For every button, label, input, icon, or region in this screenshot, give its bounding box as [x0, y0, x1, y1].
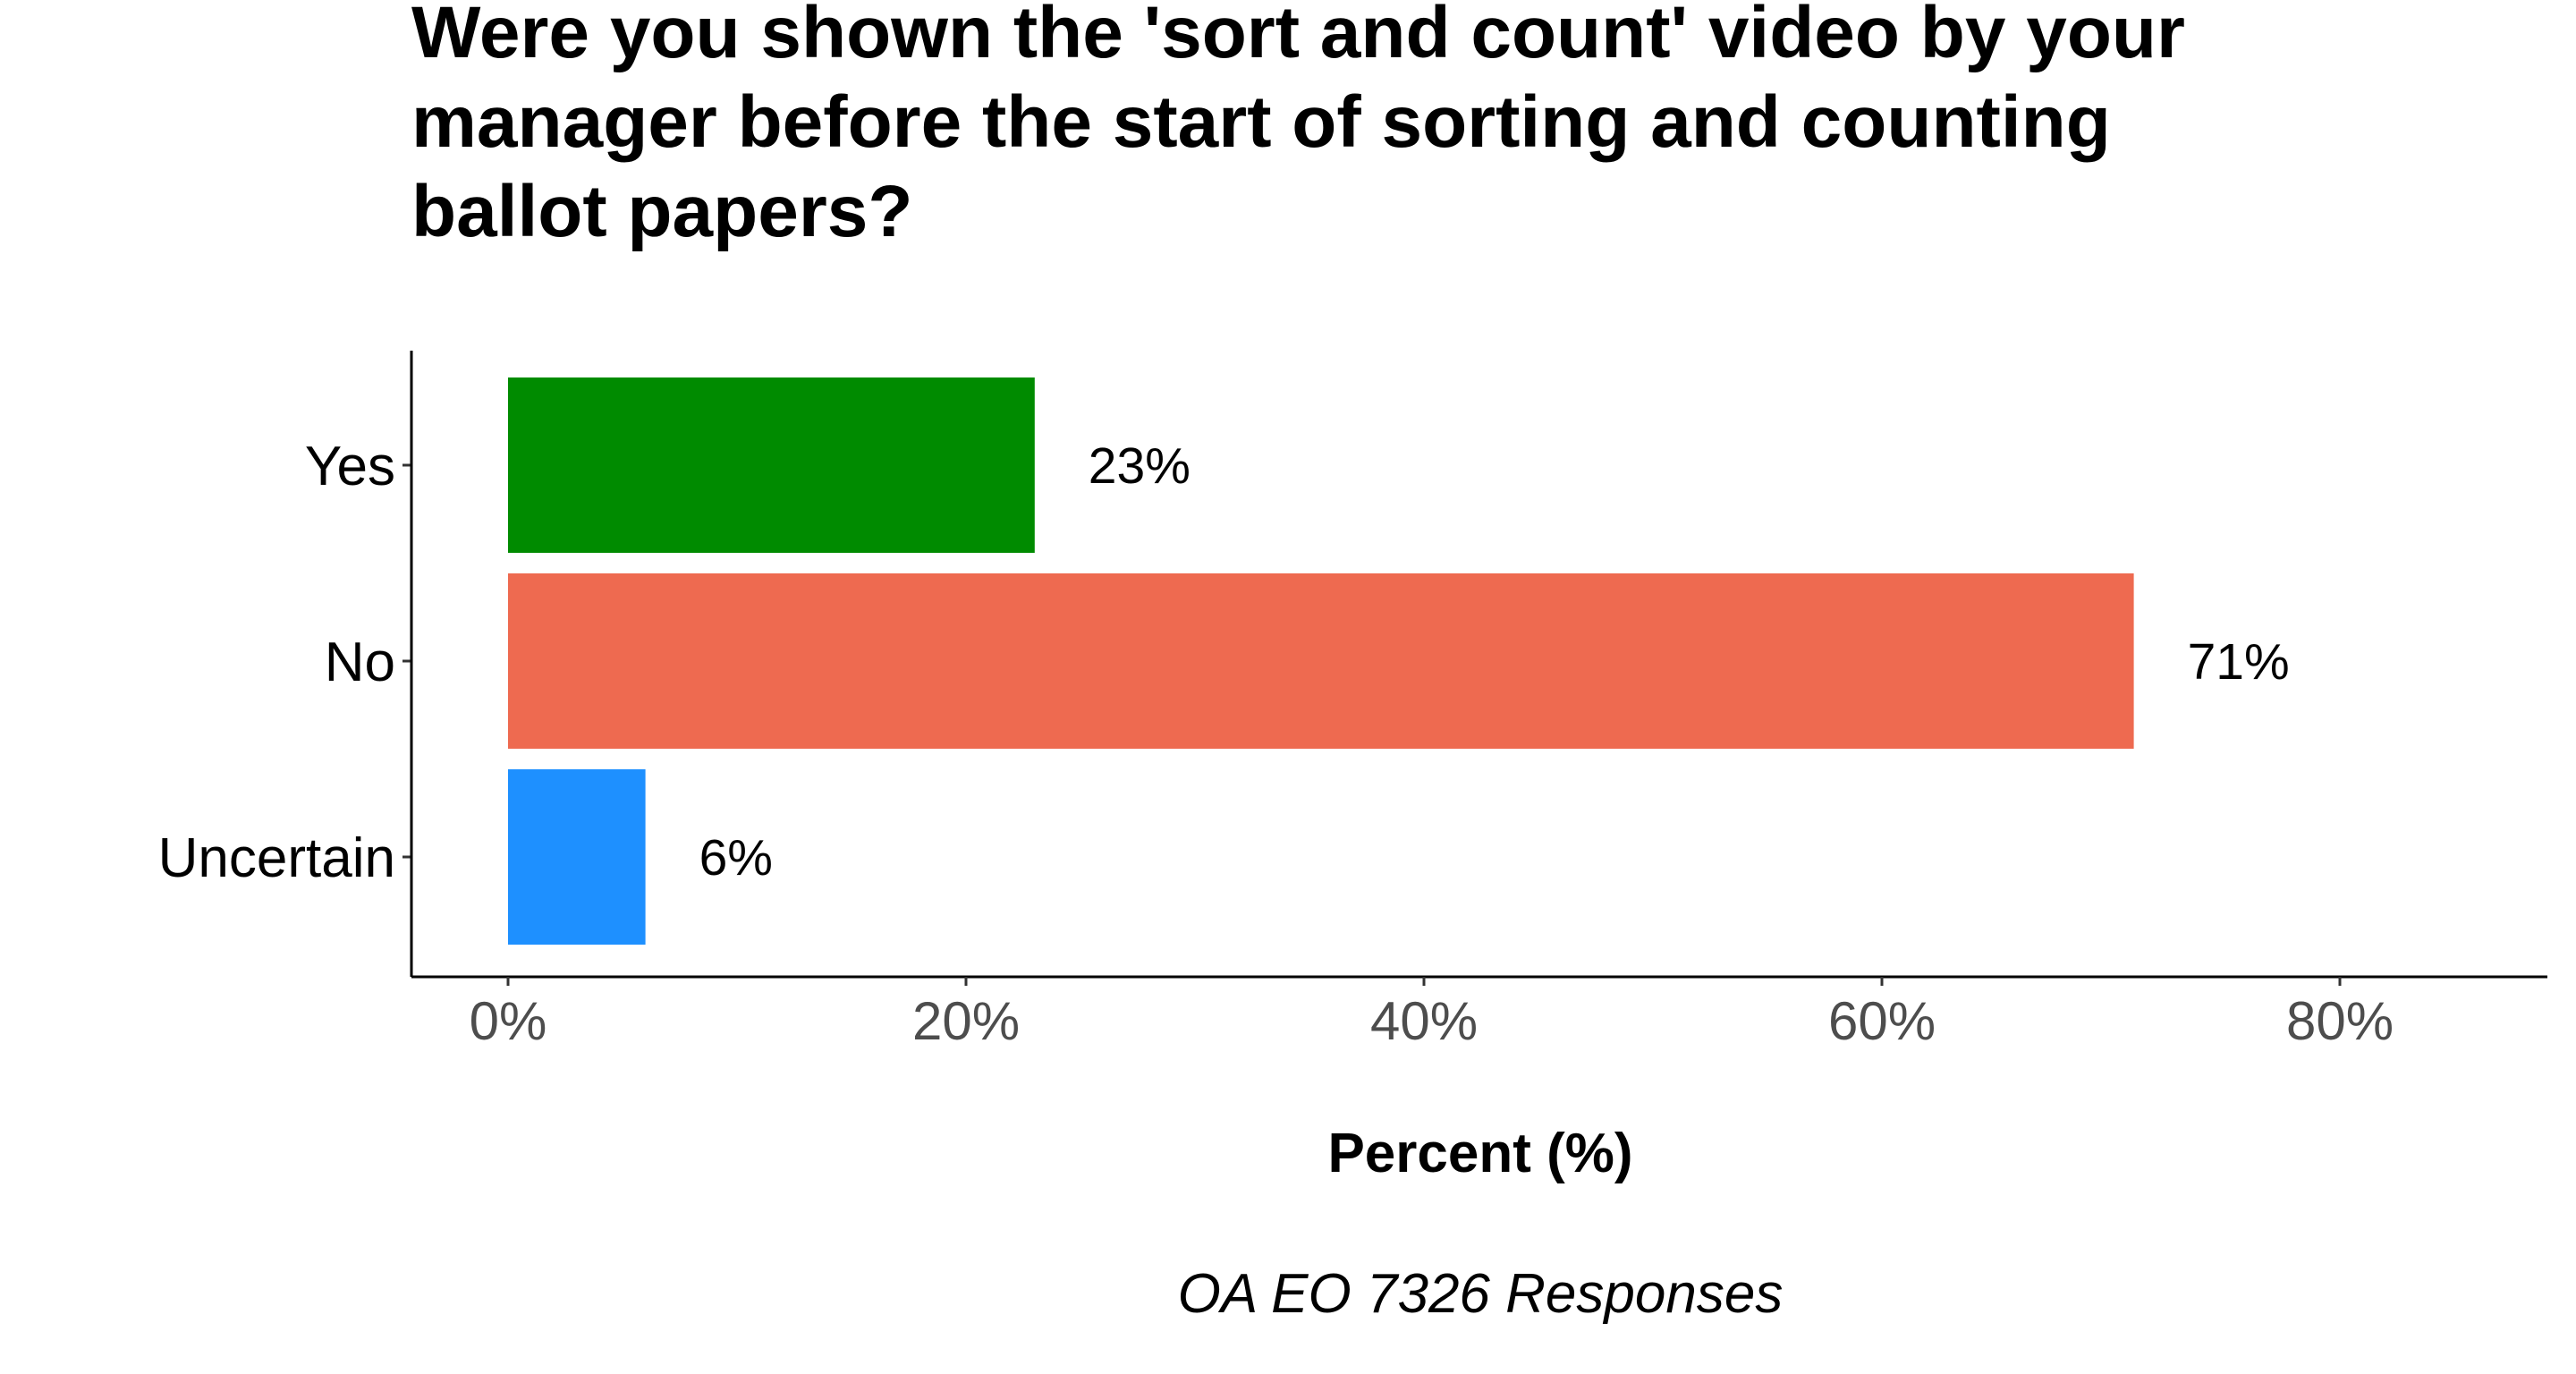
bar-uncertain: [508, 769, 646, 945]
chart-title-line-2: manager before the start of sorting and …: [411, 81, 2111, 163]
chart-title-line-1: Were you shown the 'sort and count' vide…: [411, 0, 2185, 73]
x-tick-label-80: 80%: [2286, 991, 2394, 1051]
data-label-yes: 23%: [1089, 437, 1191, 495]
bar-no: [508, 573, 2134, 749]
x-tick-label-20: 20%: [912, 991, 1020, 1051]
data-label-no: 71%: [2188, 633, 2290, 691]
chart-caption: OA EO 7326 Responses: [1178, 1263, 1784, 1325]
x-tick-label-0: 0%: [470, 991, 547, 1051]
chart-title-line-3: ballot papers?: [411, 171, 912, 252]
plot-area: Yes 23% No 71% Uncertain 6% 0% 20% 40% 60% 80%: [158, 351, 2547, 1051]
x-tick-label-40: 40%: [1370, 991, 1478, 1051]
x-axis-title: Percent (%): [1327, 1123, 1632, 1184]
category-label-uncertain: Uncertain: [158, 827, 395, 889]
data-label-uncertain: 6%: [699, 829, 773, 886]
category-label-no: No: [325, 632, 395, 693]
chart-title: Were you shown the 'sort and count' vide…: [411, 0, 2185, 252]
x-tick-label-60: 60%: [1828, 991, 1936, 1051]
bar-yes: [508, 377, 1035, 553]
category-label-yes: Yes: [305, 436, 395, 497]
